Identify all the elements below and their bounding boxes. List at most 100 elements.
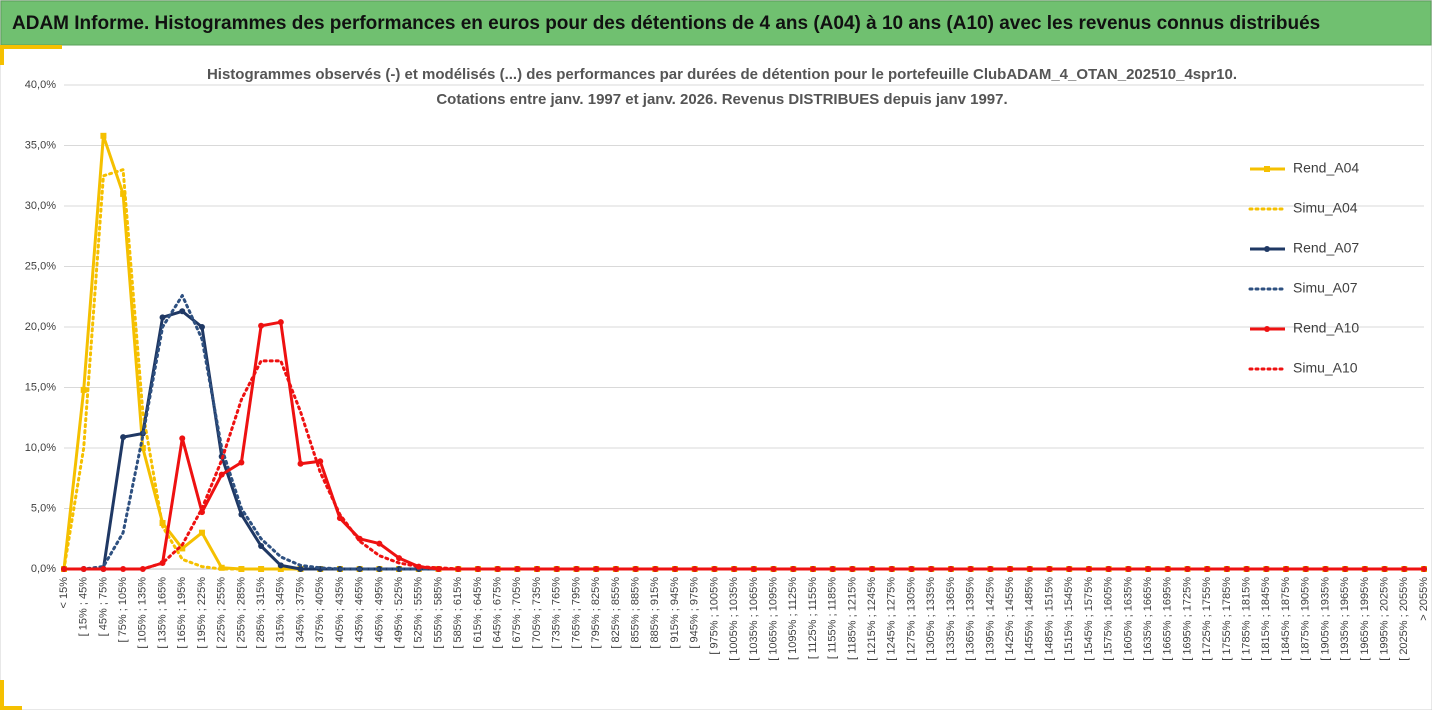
x-tick-label: [ 165% ; 195% [176,577,188,649]
marker [277,562,284,569]
x-tick-label: [ 15% ; 45% [78,577,90,637]
marker [967,566,974,572]
x-tick-label: [ 1575% ; 1605% [1103,577,1115,661]
x-tick-label: [ 1875% ; 1905% [1300,577,1312,661]
x-tick-label: [ 45% ; 75% [97,577,109,637]
accent [0,45,4,65]
x-tick-label: [ 585% ; 615% [452,577,464,649]
legend-marker [1264,326,1270,332]
x-tick-label: [ 1335% ; 1365% [945,577,957,661]
marker [829,566,836,572]
x-tick-label: [ 1995% ; 2025% [1378,577,1390,661]
y-tick-label: 25,0% [25,260,56,272]
marker [691,566,698,572]
x-tick-label: [ 1635% ; 1665% [1142,577,1154,661]
y-tick-label: 20,0% [25,321,56,333]
x-tick-label: < 15% [58,577,70,609]
y-tick-label: 0,0% [31,563,56,575]
x-tick-label: [ 135% ; 165% [156,577,168,649]
marker [120,190,127,197]
marker [297,566,304,572]
x-tick-label: [ 1845% ; 1875% [1280,577,1292,661]
x-tick-label: [ 1005% ; 1035% [728,577,740,661]
x-tick-label: [ 1515% ; 1545% [1063,577,1075,661]
x-tick-label: [ 75% ; 105% [117,577,129,643]
marker [1243,566,1250,572]
chart-subtitle: Cotations entre janv. 1997 et janv. 2026… [436,91,1007,108]
marker [120,434,127,441]
x-tick-label: [ 1605% ; 1635% [1122,577,1134,661]
x-tick-label: [ 195% ; 225% [196,577,208,649]
x-tick-label: [ 1725% ; 1755% [1201,577,1213,661]
legend-marker [1264,166,1270,172]
x-tick-label: [ 915% ; 945% [669,577,681,649]
marker [238,566,245,572]
marker [376,540,383,547]
y-tick-label: 35,0% [25,139,56,151]
legend-label: Simu_A10 [1293,360,1358,376]
chart-title: Histogrammes observés (-) et modélisés (… [207,66,1237,83]
marker [258,322,265,329]
x-tick-label: [ 1065% ; 1095% [767,577,779,661]
x-tick-label: [ 435% ; 465% [354,577,366,649]
marker [179,308,186,315]
marker [553,566,560,572]
marker [159,520,166,527]
x-tick-label: [ 405% ; 435% [334,577,346,649]
legend-label: Rend_A07 [1293,240,1359,256]
marker [179,545,186,552]
x-tick-label: [ 735% ; 765% [551,577,563,649]
x-tick-label: [ 495% ; 525% [393,577,405,649]
marker [218,471,225,478]
legend-label: Rend_A04 [1293,160,1359,176]
x-tick-label: [ 1665% ; 1695% [1162,577,1174,661]
x-tick-label: [ 255% ; 285% [235,577,247,649]
x-tick-label: [ 1785% ; 1815% [1241,577,1253,661]
x-tick-label: [ 315% ; 345% [275,577,287,649]
x-tick-label: [ 2025% ; 2055% [1398,577,1410,661]
banner-bg [0,0,1432,46]
x-tick-label: [ 1755% ; 1785% [1221,577,1233,661]
marker [80,386,87,393]
x-tick-label: [ 1185% ; 1215% [846,577,858,660]
x-tick-label: [ 1365% ; 1395% [965,577,977,661]
x-tick-label: [ 885% ; 915% [649,577,661,649]
x-tick-label: [ 1215% ; 1245% [866,577,878,661]
x-tick-label: [ 1455% ; 1485% [1024,577,1036,661]
legend-marker [1264,246,1270,252]
accent [0,706,22,710]
x-tick-label: [ 465% ; 495% [373,577,385,649]
x-tick-label: [ 1695% ; 1725% [1181,577,1193,661]
x-tick-label: [ 645% ; 675% [492,577,504,649]
marker [336,515,343,522]
x-tick-label: [ 945% ; 975% [689,577,701,649]
x-tick-label: [ 975% ; 1005% [708,577,720,655]
x-tick-label: [ 825% ; 855% [610,577,622,649]
x-tick-label: [ 1545% ; 1575% [1083,577,1095,661]
x-tick-label: [ 705% ; 735% [531,577,543,649]
x-tick-label: [ 765% ; 795% [570,577,582,649]
x-tick-label: [ 1095% ; 1125% [787,577,799,660]
marker [1105,566,1112,572]
x-tick-label: [ 1275% ; 1305% [905,577,917,661]
x-tick-label: [ 1245% ; 1275% [886,577,898,661]
legend-label: Rend_A10 [1293,320,1359,336]
x-tick-label: [ 1305% ; 1335% [925,577,937,661]
x-tick-label: > 2055% [1418,577,1430,621]
x-tick-label: [ 105% ; 135% [137,577,149,649]
x-tick-label: [ 855% ; 885% [630,577,642,649]
x-tick-label: [ 375% ; 405% [314,577,326,649]
marker [179,435,186,442]
x-tick-label: [ 1155% ; 1185% [827,577,839,659]
accent [0,680,4,710]
legend-label: Simu_A07 [1293,280,1358,296]
banner-title: ADAM Informe. Histogrammes des performan… [12,13,1320,34]
marker [198,529,205,536]
x-tick-label: [ 345% ; 375% [294,577,306,649]
marker [1381,566,1388,572]
y-tick-label: 40,0% [25,79,56,91]
x-tick-label: [ 285% ; 315% [255,577,267,649]
marker [100,132,107,139]
